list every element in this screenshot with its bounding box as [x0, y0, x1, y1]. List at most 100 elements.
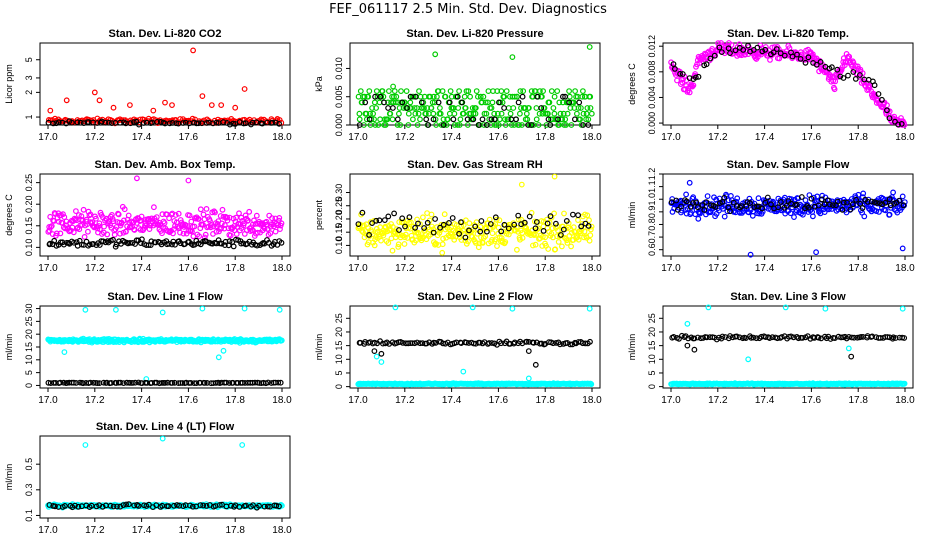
y-tick-label: 0.1 — [24, 509, 34, 522]
data-point — [892, 335, 899, 341]
data-point — [159, 230, 165, 237]
data-point — [879, 96, 885, 103]
data-point — [110, 104, 117, 111]
data-point — [469, 304, 476, 311]
data-point — [115, 211, 122, 218]
data-point — [273, 502, 280, 509]
data-point — [517, 110, 523, 117]
data-point — [838, 334, 844, 341]
data-point — [770, 49, 777, 56]
y-axis-label: percent — [314, 199, 324, 230]
data-point — [679, 79, 686, 86]
data-point — [747, 251, 754, 258]
data-point — [55, 119, 62, 126]
data-point — [690, 82, 697, 89]
data-point — [462, 234, 469, 241]
data-point — [690, 194, 697, 201]
data-point — [783, 202, 790, 209]
data-point — [404, 235, 411, 241]
data-point — [496, 99, 502, 106]
data-point — [808, 195, 815, 202]
data-point — [393, 99, 399, 106]
data-point — [242, 380, 248, 386]
data-point — [202, 231, 209, 238]
data-point — [188, 218, 195, 225]
data-point — [231, 503, 238, 510]
data-point — [558, 232, 564, 238]
data-point — [207, 224, 214, 231]
data-point — [203, 503, 210, 509]
data-point — [356, 122, 363, 128]
y-axis-label: ml/min — [4, 334, 14, 361]
y-tick-label: 20 — [647, 327, 657, 337]
y-tick-label: 5 — [647, 370, 657, 375]
data-point — [87, 379, 94, 386]
data-point — [439, 241, 446, 248]
x-tick-label: 17.4 — [442, 263, 462, 274]
data-point — [371, 99, 378, 106]
data-point — [254, 229, 261, 236]
data-point — [430, 116, 437, 123]
data-point — [207, 218, 213, 225]
data-point — [736, 41, 743, 48]
data-point — [369, 105, 376, 111]
data-point — [48, 223, 54, 230]
data-point — [242, 120, 249, 127]
data-point — [74, 119, 81, 126]
data-point — [560, 93, 566, 100]
data-point — [415, 110, 422, 117]
data-point — [462, 105, 469, 111]
data-point — [488, 105, 495, 111]
data-point — [502, 116, 508, 123]
data-point — [456, 230, 463, 237]
data-point — [373, 353, 380, 360]
data-point — [901, 199, 908, 206]
data-point — [768, 201, 774, 208]
data-point — [47, 107, 54, 114]
data-point — [890, 189, 896, 196]
data-point — [816, 57, 823, 64]
data-point — [165, 503, 172, 510]
data-point — [201, 380, 208, 386]
data-point — [501, 105, 508, 111]
data-point — [430, 110, 437, 117]
data-point — [465, 88, 472, 94]
data-point — [857, 72, 863, 78]
x-tick-label: 17.0 — [348, 132, 368, 143]
data-point — [553, 220, 559, 227]
data-point — [740, 47, 747, 53]
data-point — [586, 44, 593, 50]
data-point — [461, 93, 468, 100]
data-point — [236, 504, 243, 510]
y-tick-label: 0.10 — [24, 239, 34, 257]
data-point — [727, 50, 733, 56]
x-tick-label: 18.0 — [895, 263, 915, 274]
data-point — [584, 212, 591, 219]
data-point — [65, 239, 72, 246]
data-point — [446, 219, 452, 226]
data-point — [509, 305, 516, 312]
data-point — [528, 122, 535, 128]
data-point — [60, 211, 66, 218]
data-point — [734, 195, 741, 202]
data-point — [133, 175, 140, 182]
data-point — [395, 241, 402, 248]
data-point — [485, 88, 492, 94]
data-point — [400, 340, 406, 346]
data-point — [115, 210, 121, 217]
data-point — [502, 239, 509, 245]
data-point — [395, 243, 402, 250]
data-point — [235, 220, 242, 227]
data-point — [725, 197, 732, 204]
data-point — [232, 104, 239, 111]
data-point — [203, 205, 210, 212]
plot-frame — [39, 435, 291, 519]
data-point — [446, 110, 453, 117]
data-point — [114, 503, 120, 510]
data-point — [47, 213, 54, 220]
data-point — [491, 116, 498, 123]
data-point — [572, 116, 578, 123]
data-point — [121, 206, 128, 213]
data-point — [412, 93, 419, 100]
